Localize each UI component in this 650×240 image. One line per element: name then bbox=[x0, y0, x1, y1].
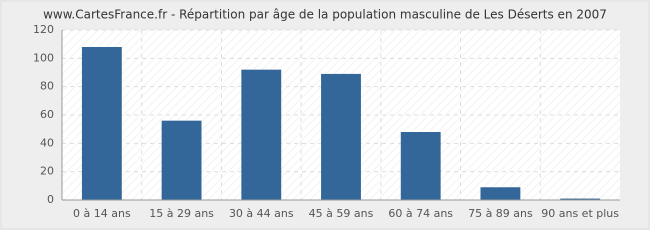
x-tick-label: 30 à 44 ans bbox=[229, 207, 294, 220]
y-tick-label: 20 bbox=[40, 165, 54, 178]
x-tick-label: 90 ans et plus bbox=[541, 207, 619, 220]
y-tick-label: 80 bbox=[40, 80, 54, 93]
y-tick-label: 100 bbox=[33, 51, 54, 64]
x-tick-label: 15 à 29 ans bbox=[149, 207, 214, 220]
bar bbox=[480, 187, 521, 200]
y-tick-label: 60 bbox=[40, 108, 54, 121]
frame bbox=[0, 0, 650, 230]
x-tick-label: 0 à 14 ans bbox=[73, 207, 131, 220]
bar bbox=[560, 198, 601, 200]
bar bbox=[241, 69, 282, 201]
chart-title: www.CartesFrance.fr - Répartition par âg… bbox=[43, 8, 607, 22]
x-tick-label: 60 à 74 ans bbox=[388, 207, 453, 220]
chart: www.CartesFrance.fr - Répartition par âg… bbox=[0, 0, 650, 230]
x-tick-label: 75 à 89 ans bbox=[468, 207, 533, 220]
x-tick-label: 45 à 59 ans bbox=[309, 207, 374, 220]
bar bbox=[81, 47, 122, 200]
y-tick-label: 0 bbox=[47, 193, 54, 206]
bar bbox=[400, 132, 441, 200]
bar bbox=[321, 73, 361, 200]
y-tick-label: 40 bbox=[40, 136, 54, 149]
y-tick-label: 120 bbox=[33, 23, 54, 36]
bar bbox=[161, 120, 202, 200]
